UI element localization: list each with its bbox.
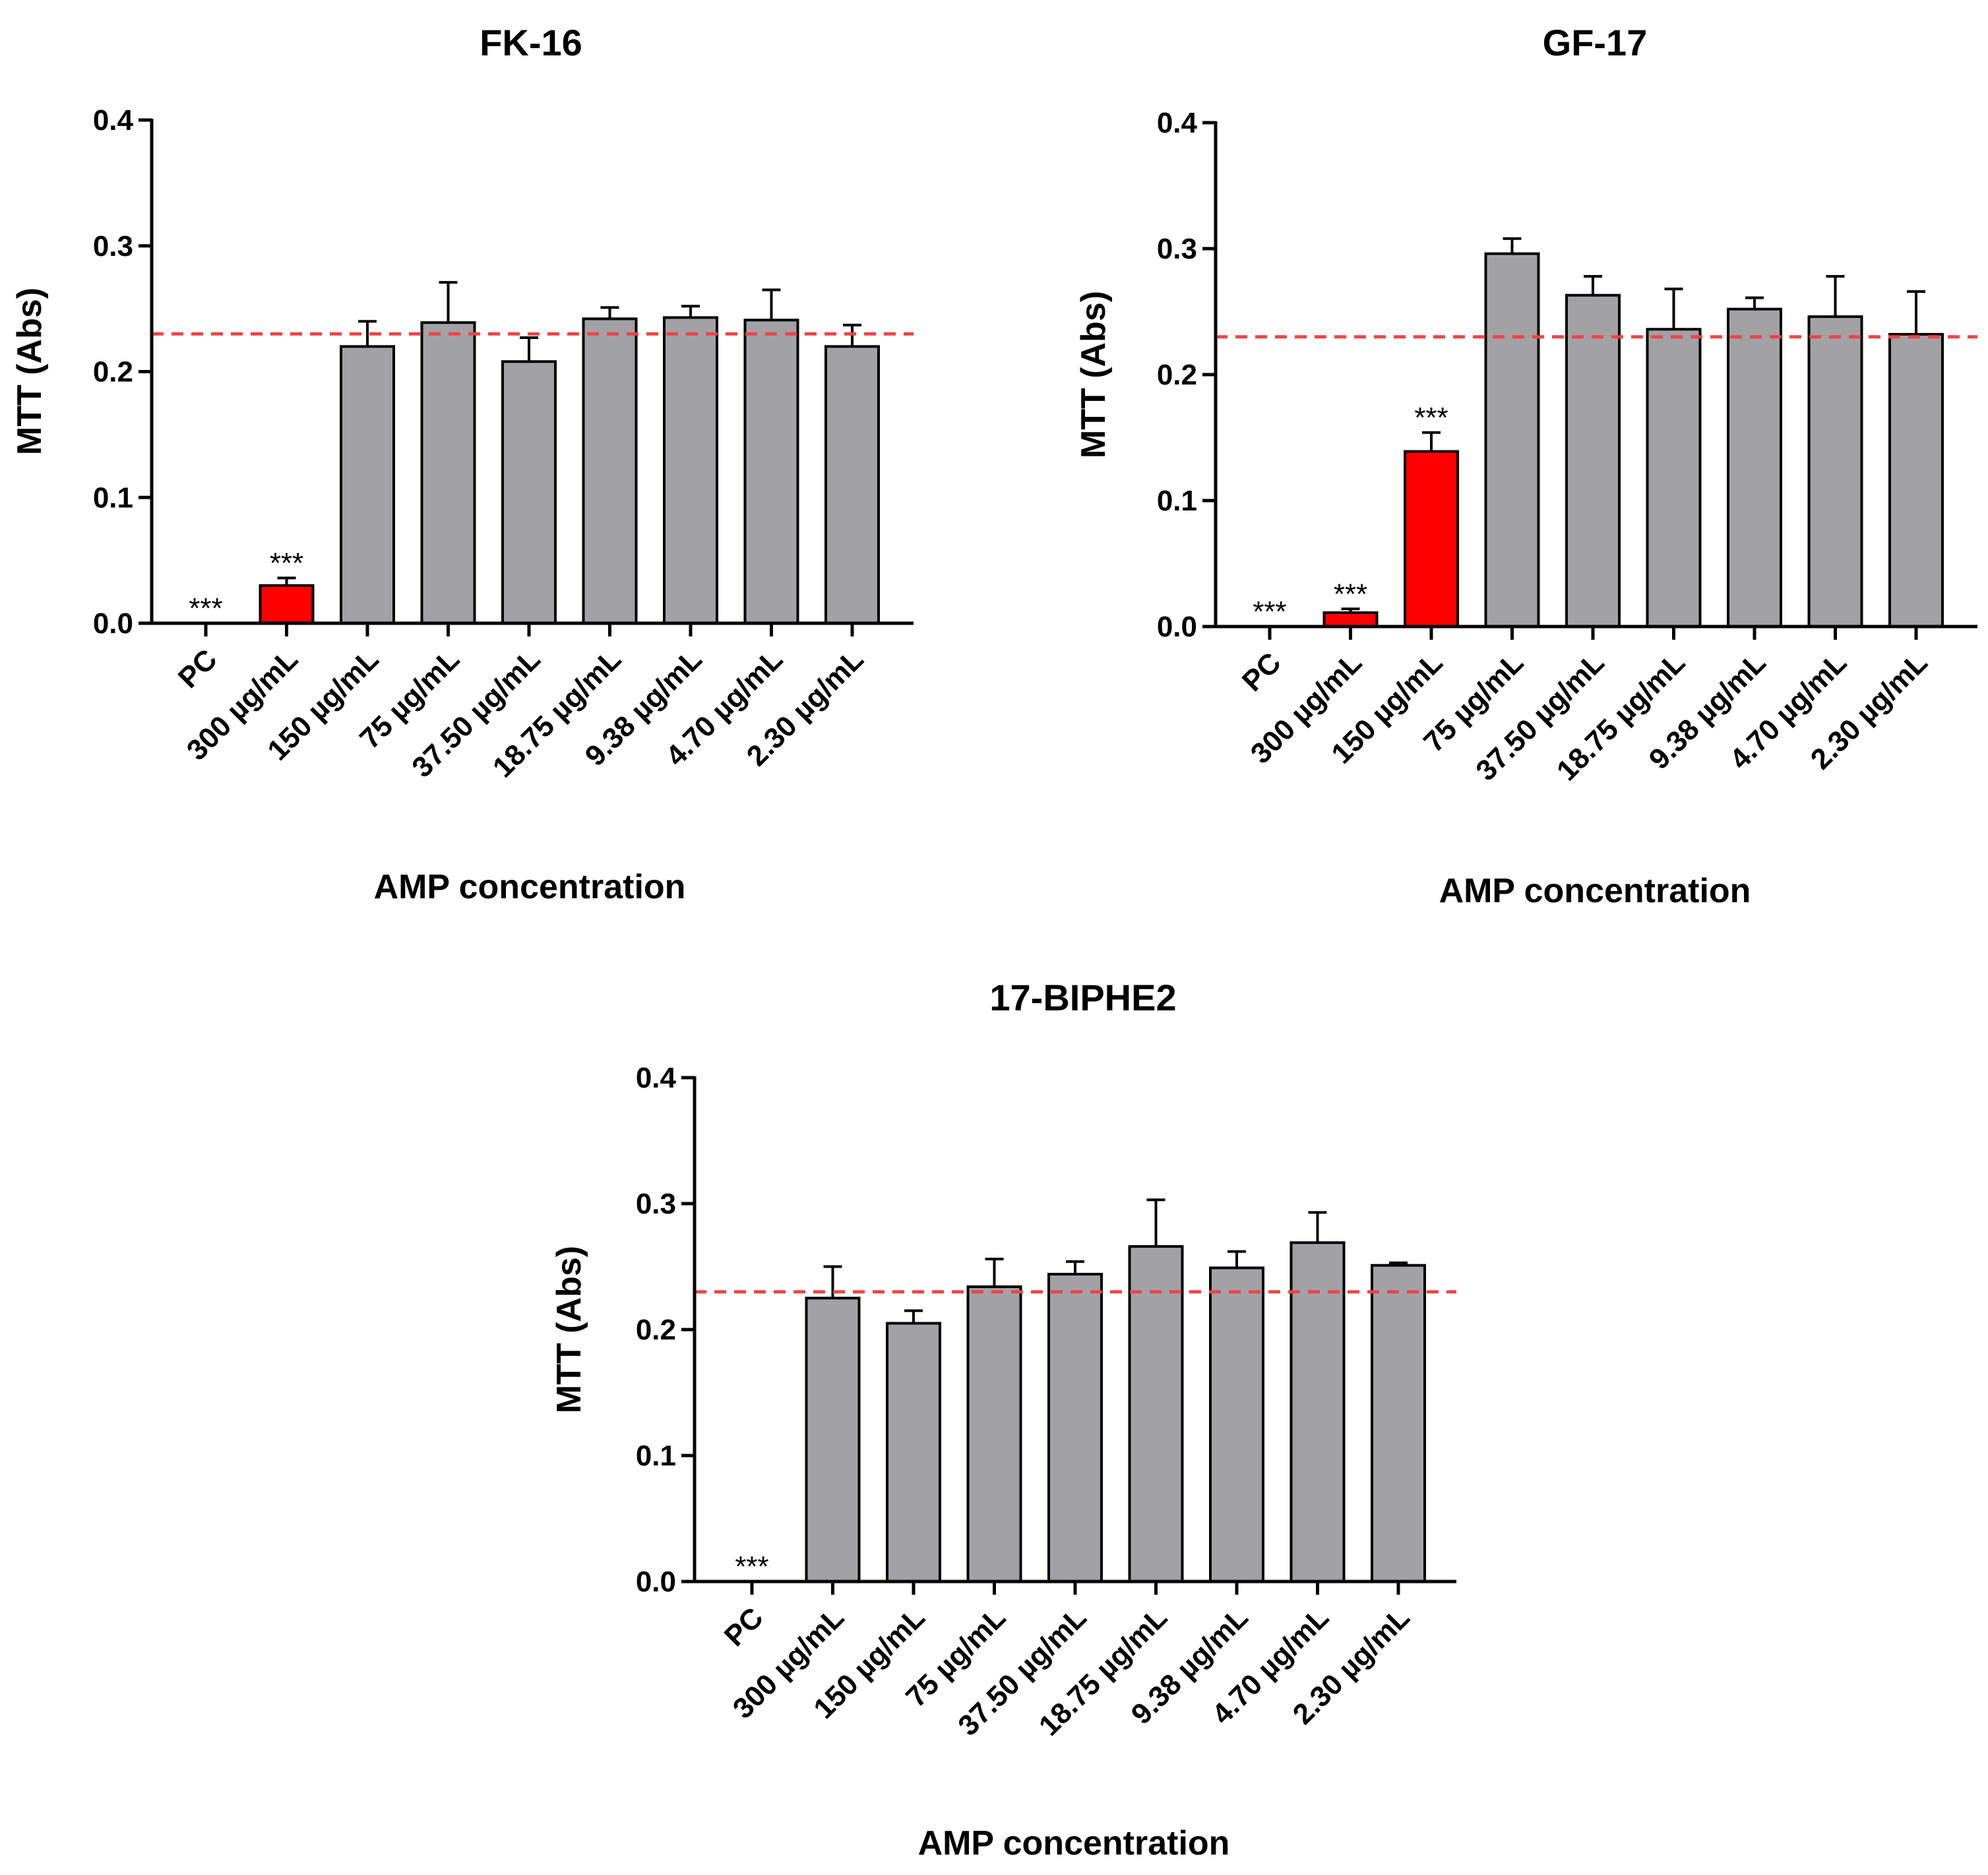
bar-9-38-g-ml [663, 316, 718, 625]
x-tick-label: PC [1236, 646, 1288, 698]
bar-75-g-ml [420, 321, 476, 625]
x-axis-label: AMP concentration [1439, 872, 1751, 910]
chart-title: GF-17 [1543, 22, 1648, 63]
bar-18-75-g-ml [1128, 1245, 1184, 1583]
bar-75-g-ml [1484, 252, 1540, 628]
y-axis-label: MTT (Abs) [11, 288, 49, 455]
bar-75-g-ml [966, 1285, 1022, 1583]
bar-2-30-g-ml [1371, 1264, 1426, 1583]
y-tick-label: 0.4 [93, 104, 134, 137]
bar-150-g-ml [886, 1322, 941, 1583]
significance-label: *** [270, 547, 303, 579]
x-axis-label: AMP concentration [374, 868, 686, 906]
y-tick-label: 0.2 [636, 1314, 676, 1346]
x-tick-label: PC [718, 1601, 770, 1653]
y-tick-label: 0.4 [1157, 107, 1198, 139]
significance-label: *** [735, 1551, 768, 1583]
x-axis-label: AMP concentration [918, 1824, 1230, 1862]
bar-4-70-g-ml [1289, 1241, 1346, 1583]
bar-18-75-g-ml [582, 317, 638, 625]
bar-37-50-g-ml [1047, 1272, 1103, 1583]
y-tick-label: 0.3 [93, 230, 133, 262]
bar-2-30-g-ml [824, 345, 880, 625]
bar-4-70-g-ml [743, 319, 799, 625]
bar-150-g-ml [1404, 450, 1459, 628]
chart-17-biphe2: 17-BIPHE2 MTT (Abs) AMP concentration *** 0.… [550, 977, 1456, 1862]
bar-300-g-ml [1322, 611, 1379, 628]
bar-2-30-g-ml [1888, 332, 1944, 628]
y-tick-label: 0.1 [93, 481, 133, 514]
chart-fk-16: FK-16 MTT (Abs) AMP concentration *** *** 0.0… [11, 22, 914, 906]
bar-300-g-ml [805, 1297, 861, 1583]
y-tick-label: 0.0 [1157, 611, 1197, 643]
chart-title: 17-BIPHE2 [989, 977, 1176, 1018]
significance-label: *** [1253, 596, 1286, 628]
chart-gf-17: GF-17 MTT (Abs) AMP concentration *** *** ***… [1074, 22, 1977, 910]
bar-9-38-g-ml [1209, 1266, 1264, 1583]
bar-37-50-g-ml [1565, 293, 1621, 628]
bar-150-g-ml [340, 345, 395, 625]
bar-37-50-g-ml [501, 360, 557, 625]
significance-label: *** [1334, 578, 1367, 610]
y-axis-label: MTT (Abs) [1074, 291, 1113, 458]
y-tick-label: 0.1 [1157, 485, 1197, 517]
bar-4-70-g-ml [1807, 315, 1863, 628]
x-tick-label: PC [172, 643, 224, 694]
y-tick-label: 0.0 [636, 1566, 676, 1598]
y-tick-label: 0.4 [636, 1062, 677, 1094]
y-tick-label: 0.2 [1157, 359, 1197, 391]
chart-title: FK-16 [480, 22, 582, 63]
y-tick-label: 0.1 [636, 1440, 676, 1472]
y-tick-label: 0.2 [93, 356, 133, 388]
significance-label: *** [189, 592, 222, 625]
bar-9-38-g-ml [1727, 307, 1782, 628]
y-tick-label: 0.3 [636, 1188, 676, 1220]
y-tick-label: 0.0 [93, 607, 133, 640]
significance-label: *** [1414, 402, 1448, 434]
bar-18-75-g-ml [1646, 328, 1702, 628]
bar-300-g-ml [259, 584, 315, 625]
y-axis-label: MTT (Abs) [550, 1246, 588, 1413]
y-tick-label: 0.3 [1157, 233, 1197, 265]
